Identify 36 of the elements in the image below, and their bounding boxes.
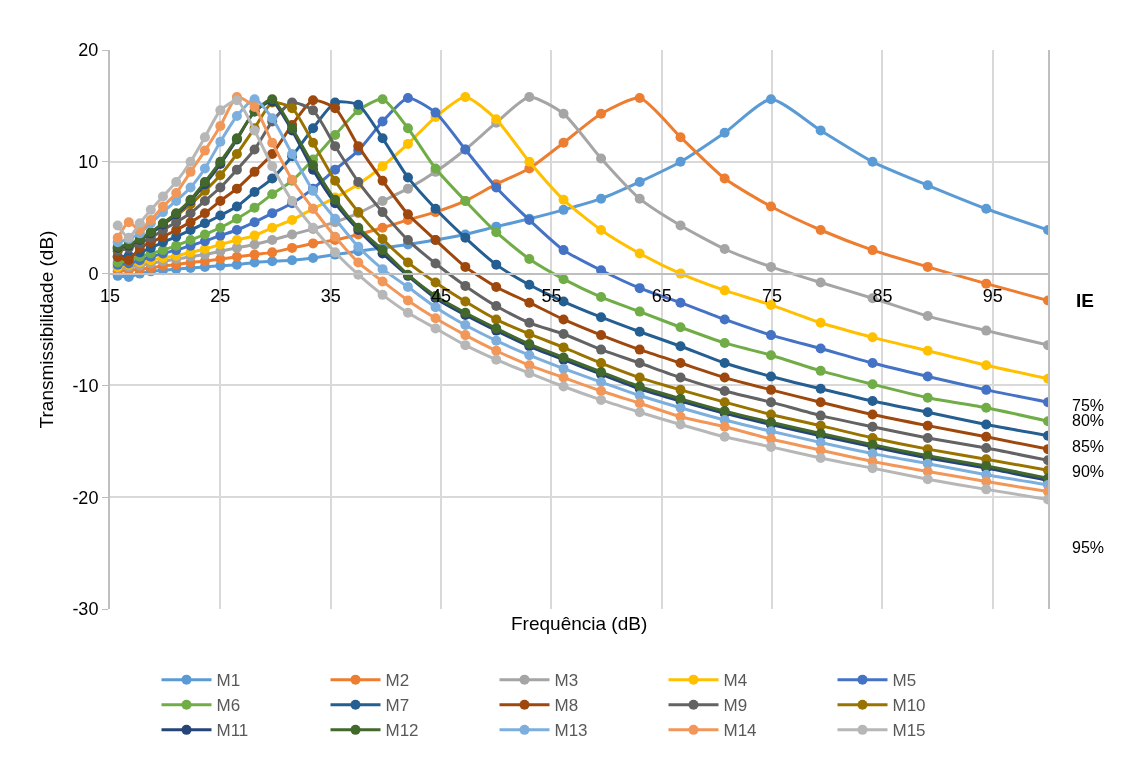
x-tick-label: 95 bbox=[982, 286, 1003, 307]
legend-label: M11 bbox=[216, 721, 249, 741]
legend-label: M2 bbox=[385, 671, 410, 691]
legend-label: M7 bbox=[385, 696, 410, 716]
y-tick-label: 10 bbox=[78, 152, 99, 173]
legend-label: M6 bbox=[216, 696, 241, 716]
legend-label: M5 bbox=[892, 671, 917, 691]
x-tick-label: 35 bbox=[320, 286, 341, 307]
text: 85% bbox=[1072, 438, 1105, 455]
x-axis-title: Frequência (dB) bbox=[511, 613, 648, 634]
y-tick-label: 20 bbox=[78, 40, 99, 61]
legend-label: M8 bbox=[554, 696, 579, 716]
legend-label: M9 bbox=[723, 696, 748, 716]
x-tick-label: 15 bbox=[99, 286, 121, 307]
y-tick-label: -10 bbox=[72, 375, 99, 396]
legend-label: M10 bbox=[892, 696, 926, 716]
x-tick-label: 75 bbox=[762, 286, 783, 307]
x-tick-label: 45 bbox=[431, 286, 452, 307]
y-tick-label: -20 bbox=[72, 487, 99, 508]
legend-label: M12 bbox=[385, 721, 419, 741]
text: 80% bbox=[1072, 412, 1105, 429]
legend-label: M4 bbox=[723, 671, 748, 691]
y-tick-label: 0 bbox=[88, 263, 99, 284]
x-tick-label: 85 bbox=[872, 286, 893, 307]
text: 75% bbox=[1072, 397, 1105, 414]
text: 90% bbox=[1072, 463, 1105, 480]
legend-label: M13 bbox=[554, 721, 588, 741]
legend-label: M14 bbox=[723, 721, 757, 741]
x-tick-label: 25 bbox=[210, 286, 231, 307]
y-axis-title: Transmissibilidade (dB) bbox=[35, 230, 57, 429]
text: 95% bbox=[1072, 539, 1105, 556]
legend-label: M1 bbox=[216, 671, 241, 691]
text: IE bbox=[1076, 290, 1094, 311]
legend-label: M3 bbox=[554, 671, 579, 691]
legend-label: M15 bbox=[892, 721, 926, 741]
y-tick-label: -30 bbox=[72, 599, 99, 620]
